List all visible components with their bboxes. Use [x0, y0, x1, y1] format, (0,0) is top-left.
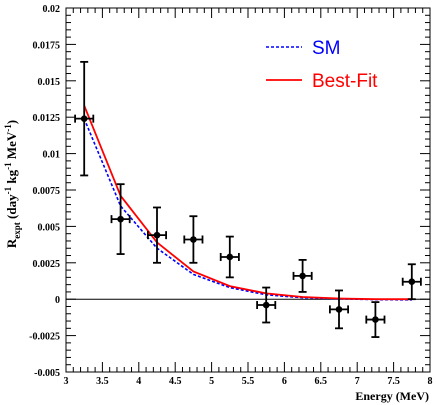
y-tick-label: 0.0175 [33, 40, 61, 51]
y-axis-title-main: R [4, 238, 19, 248]
data-point [146, 206, 168, 264]
x-tick-label: 5.5 [242, 376, 255, 387]
y-axis-title-units-mid: kg [4, 169, 19, 186]
svg-text:Rexpt (day-1 kg-1 MeV-1): Rexpt (day-1 kg-1 MeV-1) [3, 120, 22, 248]
y-axis-title-units-prefix: (day [4, 194, 19, 222]
legend: SM Best-Fit [266, 38, 378, 92]
data-point-marker [153, 231, 161, 239]
y-tick-label: 0.005 [38, 222, 61, 233]
y-axis-title: Rexpt (day-1 kg-1 MeV-1) [3, 120, 22, 248]
y-axis-title-exp2: -1 [3, 162, 13, 170]
x-tick-label: 7 [355, 376, 360, 387]
y-tick-label: 0.015 [38, 77, 61, 88]
y-axis-title-units-suffix: ) [4, 120, 19, 124]
data-point-marker [80, 115, 88, 122]
x-tick-label: 3 [64, 376, 69, 387]
x-tick-label: 3.5 [96, 376, 109, 387]
y-axis-title-units-mid2: MeV [4, 131, 19, 162]
x-tick-label: 7.5 [387, 376, 400, 387]
y-tick-label: -0.005 [34, 368, 60, 379]
data-point-marker [117, 215, 124, 223]
data-point [365, 301, 386, 338]
data-point [74, 60, 95, 177]
data-point-marker [262, 301, 270, 309]
x-tick-label: 6 [282, 376, 287, 387]
x-tick-label: 8 [428, 376, 433, 387]
y-axis-ticks: -0.005 -0.0025 0 0.0025 0.005 0.0075 0.01 0.012… [29, 4, 430, 379]
y-tick-label: 0.0125 [33, 113, 61, 124]
data-point [328, 289, 350, 330]
data-point-marker [408, 278, 416, 286]
data-points [74, 60, 422, 338]
series-line-best-fit [83, 105, 412, 301]
y-axis-title-sub: expt [12, 222, 22, 239]
data-point-marker [299, 272, 306, 280]
y-axis-title-exp3: -1 [3, 124, 13, 132]
y-tick-label: 0.0025 [33, 259, 61, 270]
data-point [183, 215, 204, 264]
x-axis-title: Energy (MeV) [355, 389, 429, 403]
y-axis-title-exp1: -1 [3, 186, 13, 194]
legend-label-best-fit: Best-Fit [312, 71, 378, 92]
data-point [256, 286, 277, 324]
data-point [219, 235, 240, 279]
data-point-marker [372, 316, 379, 323]
x-tick-label: 4.5 [169, 376, 182, 387]
data-point-marker [335, 306, 343, 313]
data-point-marker [226, 253, 234, 261]
y-tick-label: 0.01 [43, 150, 61, 161]
data-point [401, 263, 422, 301]
x-tick-label: 5 [209, 376, 214, 387]
data-point [110, 183, 131, 255]
y-tick-label: 0.02 [43, 4, 61, 15]
x-tick-label: 6.5 [315, 376, 328, 387]
data-point [292, 258, 313, 293]
x-axis-ticks: 3 3.5 4 4.5 5 5.5 6 6.5 7 7.5 8 [64, 8, 433, 387]
legend-label-sm: SM [312, 38, 341, 59]
series-line-sm [83, 118, 412, 301]
data-point-marker [190, 236, 197, 243]
x-tick-label: 4 [136, 376, 141, 387]
y-tick-label: 0.0075 [33, 186, 61, 197]
y-tick-label: -0.0025 [29, 332, 60, 343]
y-tick-label: 0 [55, 295, 60, 306]
